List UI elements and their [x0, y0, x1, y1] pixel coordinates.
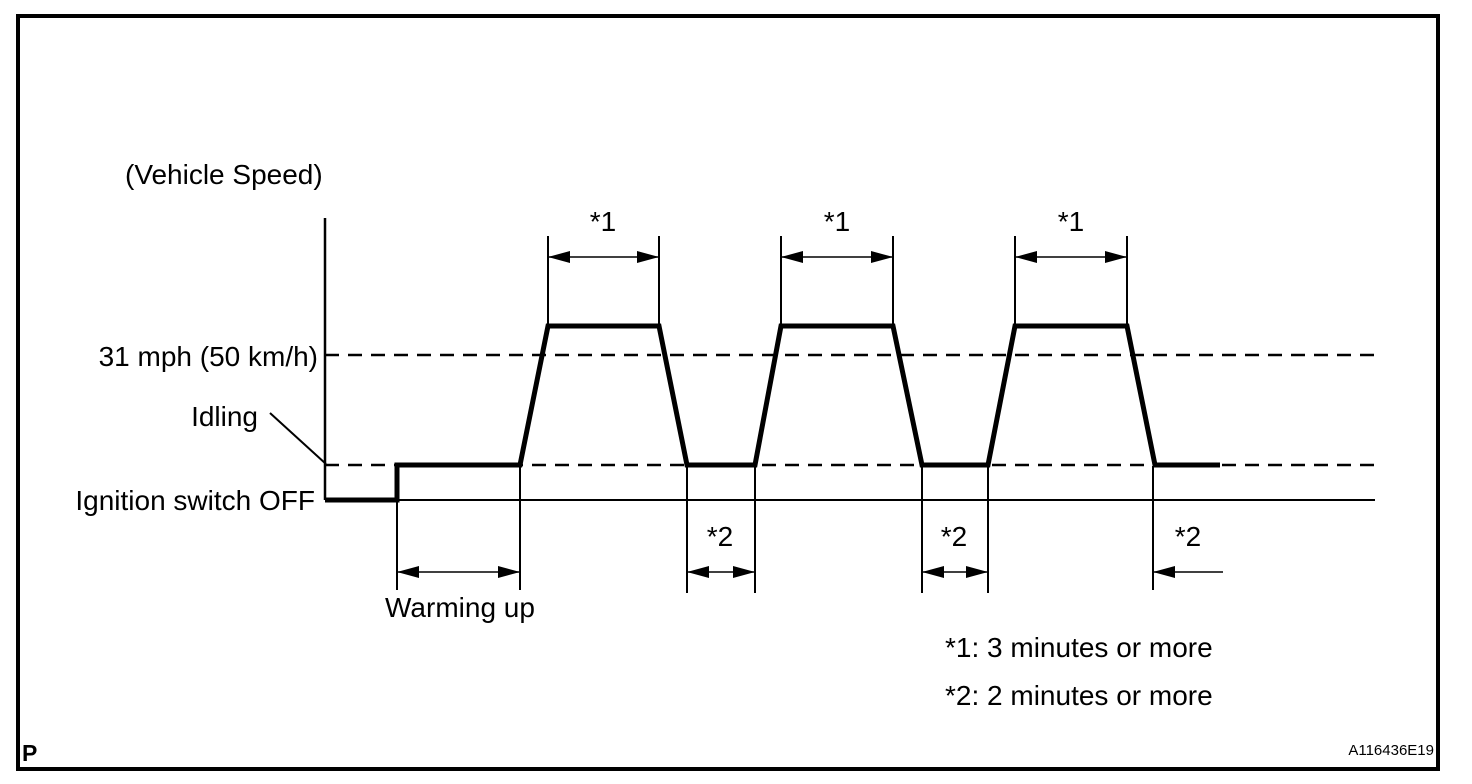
dim1-label: *1 — [823, 206, 851, 237]
axis-title: (Vehicle Speed) — [125, 159, 323, 190]
figure-border — [16, 14, 1440, 771]
arrowhead-left-icon — [687, 566, 709, 578]
arrowhead-left-icon — [781, 251, 803, 263]
speed-threshold-label: 31 mph (50 km/h) — [98, 341, 318, 372]
figure-code: A116436E19 — [1348, 742, 1434, 759]
idling-pointer-line — [269, 412, 327, 465]
warming-up-label: Warming up — [385, 592, 535, 623]
dim1-label: *1 — [589, 206, 617, 237]
dim2-label: *2 — [706, 521, 734, 552]
note-2: *2: 2 minutes or more — [945, 680, 1213, 711]
arrowhead-left-icon — [548, 251, 570, 263]
arrowhead-right-icon — [498, 566, 520, 578]
dim2-label: *2 — [940, 521, 968, 552]
page-code: P — [22, 740, 38, 766]
note-1: *1: 3 minutes or more — [945, 632, 1213, 663]
arrowhead-left-icon — [1153, 566, 1175, 578]
arrowhead-left-icon — [922, 566, 944, 578]
speed-waveform — [325, 323, 1220, 503]
arrowhead-left-icon — [397, 566, 419, 578]
ignition-off-label: Ignition switch OFF — [75, 485, 315, 516]
dim2-label: *2 — [1174, 521, 1202, 552]
arrowhead-right-icon — [966, 566, 988, 578]
arrowhead-left-icon — [1015, 251, 1037, 263]
arrowhead-right-icon — [1105, 251, 1127, 263]
arrowhead-right-icon — [733, 566, 755, 578]
arrowhead-right-icon — [871, 251, 893, 263]
dim1-label: *1 — [1057, 206, 1085, 237]
arrowhead-right-icon — [637, 251, 659, 263]
idling-label: Idling — [191, 401, 258, 432]
